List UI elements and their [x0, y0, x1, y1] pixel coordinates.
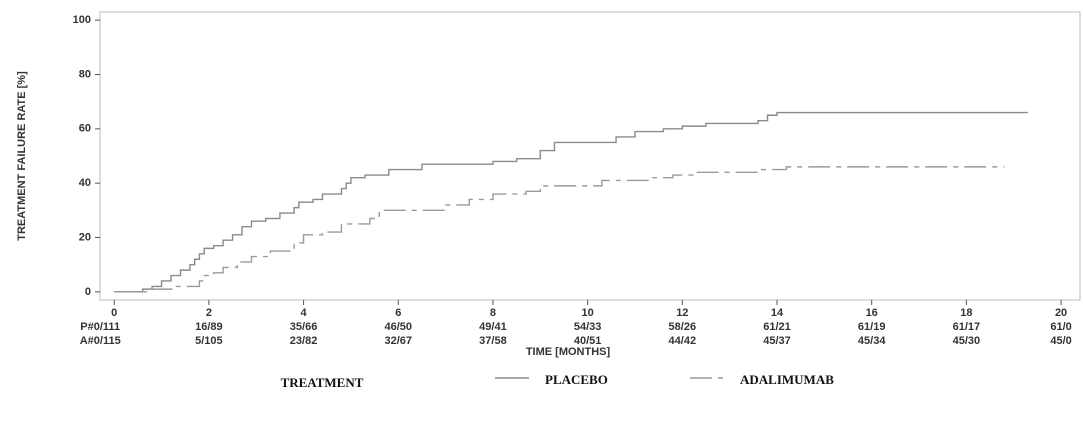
risk-count: 45/37 [763, 335, 791, 347]
risk-count: 45/30 [953, 335, 981, 347]
x-tick-label: 20 [1055, 307, 1067, 319]
y-tick-label: 20 [79, 231, 91, 243]
x-tick-label: 16 [866, 307, 878, 319]
y-tick-label: 80 [79, 68, 91, 80]
risk-count: 40/51 [574, 335, 602, 347]
x-tick-label: 8 [490, 307, 496, 319]
survival-line [114, 111, 1028, 293]
risk-count: 61/19 [858, 321, 886, 333]
y-tick-label: 60 [79, 123, 91, 135]
x-tick-label: 12 [676, 307, 688, 319]
risk-count: 35/66 [290, 321, 318, 333]
legend-title: TREATMENT [281, 375, 364, 390]
x-tick-label: 18 [960, 307, 972, 319]
legend-label: ADALIMUMAB [740, 372, 834, 387]
x-tick-label: 10 [582, 307, 594, 319]
y-tick-label: 0 [85, 286, 91, 298]
risk-count: 37/58 [479, 335, 507, 347]
y-axis-label: TREATMENT FAILURE RATE [%] [16, 71, 28, 241]
risk-count: A#0/115 [80, 335, 121, 347]
risk-count: 45/34 [858, 335, 886, 347]
x-tick-label: 4 [301, 307, 308, 319]
risk-count: 5/105 [195, 335, 223, 347]
risk-count: 58/26 [669, 321, 697, 333]
x-tick-label: 14 [771, 307, 784, 319]
risk-count: 54/33 [574, 321, 602, 333]
plot-frame [99, 11, 1081, 301]
x-axis-label: TIME [MONTHS] [526, 346, 611, 358]
risk-count: 23/82 [290, 335, 318, 347]
risk-count: 32/67 [384, 335, 412, 347]
y-tick-label: 100 [73, 14, 91, 26]
legend-label: PLACEBO [545, 372, 608, 387]
risk-count: 46/50 [384, 321, 412, 333]
risk-count: 16/89 [195, 321, 223, 333]
risk-count: P#0/111 [80, 321, 120, 333]
risk-count: 61/17 [953, 321, 981, 333]
y-tick-label: 40 [79, 177, 91, 189]
survival-line [114, 166, 1005, 293]
x-tick-label: 6 [395, 307, 401, 319]
x-tick-label: 0 [111, 307, 117, 319]
x-tick-label: 2 [206, 307, 212, 319]
risk-count: 61/0 [1050, 321, 1071, 333]
risk-count: 61/21 [763, 321, 791, 333]
risk-count: 49/41 [479, 321, 507, 333]
risk-count: 45/0 [1050, 335, 1071, 347]
risk-count: 44/42 [669, 335, 697, 347]
